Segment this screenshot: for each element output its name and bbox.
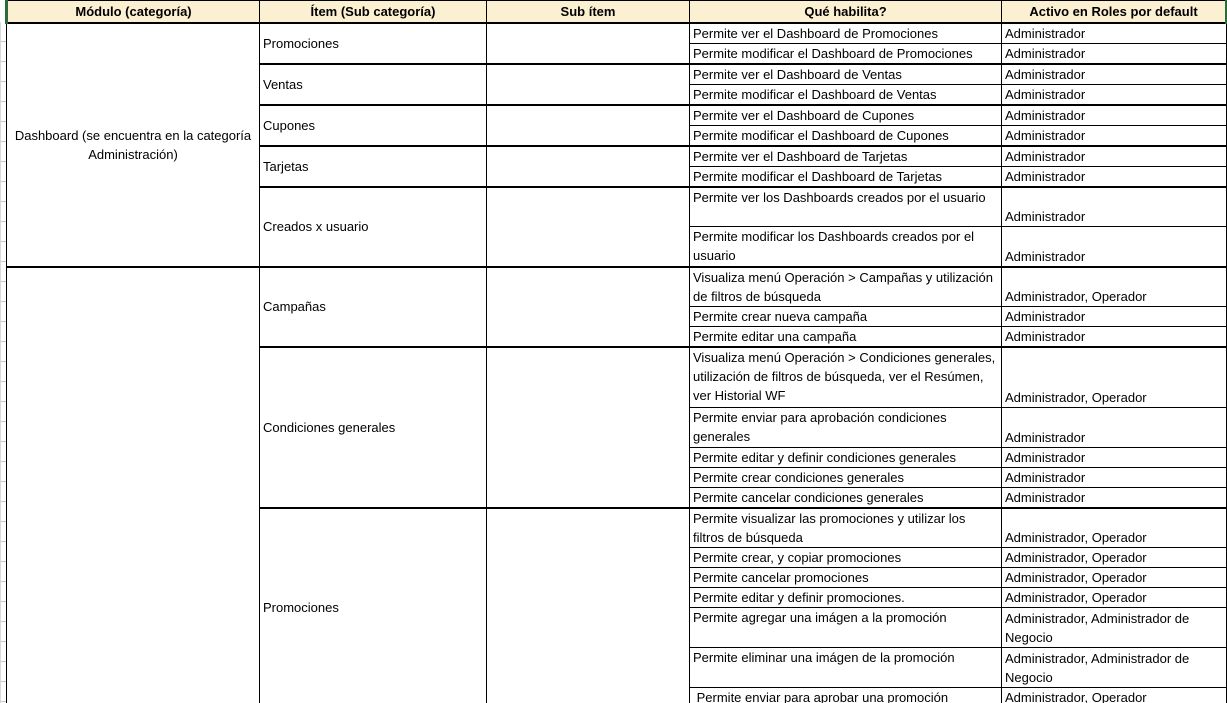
cell-module-1[interactable] (6, 265, 260, 703)
cell-item[interactable]: Cupones (259, 103, 487, 146)
cell-que-habilita[interactable]: Permite editar una campaña (689, 326, 1002, 348)
cell-roles[interactable]: Administrador, Operador (1001, 547, 1227, 568)
cell-roles[interactable]: Administrador (1001, 446, 1227, 468)
table-row: Promociones Permite visualizar las promoc… (7, 506, 1227, 703)
cell-que-habilita[interactable]: Permite enviar para aprobar una promoció… (689, 687, 1002, 703)
table-row: Permite crear, y copiar promociones Admin… (7, 547, 1227, 568)
table-row: Ventas Permite ver el Dashboard de Ventas… (7, 62, 1227, 105)
cell-que-habilita[interactable]: Permite enviar para aprobación condicion… (689, 406, 1002, 448)
cell-item[interactable]: Creados x usuario (259, 185, 487, 267)
cell-que-habilita[interactable]: Permite ver los Dashboards creados por e… (689, 185, 1002, 227)
cell-item[interactable]: Campañas (259, 265, 487, 348)
cell-roles[interactable]: Administrador (1001, 326, 1227, 348)
cell-roles[interactable]: Administrador (1001, 124, 1227, 146)
cell-subitem[interactable] (486, 265, 690, 348)
cell-subitem[interactable] (486, 185, 690, 267)
cell-item[interactable]: Promociones (259, 21, 487, 64)
cell-subitem[interactable] (486, 21, 690, 64)
table-row: Permite enviar para aprobación condicion… (7, 406, 1227, 448)
cell-que-habilita[interactable]: Permite ver el Dashboard de Promociones (689, 21, 1002, 44)
cell-que-habilita[interactable]: Permite ver el Dashboard de Tarjetas (689, 144, 1002, 167)
table-row: Permite modificar el Dashboard de Promoc… (7, 42, 1227, 64)
cell-que-habilita[interactable]: Permite modificar el Dashboard de Ventas (689, 83, 1002, 105)
cell-roles[interactable]: Administrador (1001, 103, 1227, 126)
cell-roles[interactable]: Administrador (1001, 165, 1227, 187)
cell-roles[interactable]: Administrador (1001, 62, 1227, 85)
cell-roles[interactable]: Administrador, Operador (1001, 346, 1227, 408)
cell-que-habilita[interactable]: Permite modificar el Dashboard de Cupone… (689, 124, 1002, 146)
table-row: Permite modificar el Dashboard de Ventas… (7, 83, 1227, 105)
cell-subitem[interactable] (486, 144, 690, 187)
header-cell-modulo[interactable]: Módulo (categoría) (5, 0, 260, 23)
table-row: Permite editar y definir condiciones gen… (7, 446, 1227, 468)
header-row: Módulo (categoría) Ítem (Sub categoría) … (5, 0, 1227, 23)
header-cell-que-habilita[interactable]: Qué habilita? (689, 0, 1002, 23)
cell-roles[interactable]: Administrador (1001, 466, 1227, 488)
table-row: Campañas Visualiza menú Operación > Campa… (6, 265, 1227, 703)
cell-que-habilita[interactable]: Permite eliminar una imágen de la promoc… (689, 647, 1002, 688)
cell-que-habilita[interactable]: Permite ver el Dashboard de Ventas (689, 62, 1002, 85)
header-cell-subitem[interactable]: Sub ítem (486, 0, 690, 23)
cell-roles[interactable]: Administrador, Operador (1001, 687, 1227, 703)
cell-subitem[interactable] (486, 103, 690, 146)
cell-subitem[interactable] (486, 346, 690, 508)
cell-subitem[interactable] (486, 62, 690, 105)
cell-roles[interactable]: Administrador (1001, 83, 1227, 105)
cell-que-habilita[interactable]: Visualiza menú Operación > Condiciones g… (689, 346, 1002, 408)
cell-que-habilita[interactable]: Permite cancelar promociones (689, 567, 1002, 588)
row-gridline-gutter (0, 22, 6, 703)
table-row: Permite eliminar una imágen de la promoc… (7, 647, 1227, 688)
cell-subitem[interactable] (486, 506, 690, 703)
cell-que-habilita[interactable]: Permite modificar el Dashboard de Promoc… (689, 42, 1002, 64)
cell-roles[interactable]: Administrador (1001, 306, 1227, 327)
cell-que-habilita[interactable]: Permite modificar el Dashboard de Tarjet… (689, 165, 1002, 187)
table-row: Cupones Permite ver el Dashboard de Cupon… (7, 103, 1227, 146)
cell-que-habilita[interactable]: Permite modificar los Dashboards creados… (689, 226, 1002, 267)
cell-que-habilita[interactable]: Permite editar y definir promociones. (689, 587, 1002, 608)
cell-roles[interactable]: Administrador (1001, 185, 1227, 227)
cell-que-habilita[interactable]: Permite crear condiciones generales (689, 466, 1002, 488)
cell-que-habilita[interactable]: Permite crear, y copiar promociones (689, 547, 1002, 568)
header-cell-roles[interactable]: Activo en Roles por default (1001, 0, 1227, 23)
table-row: Permite cancelar promociones Administrado… (7, 567, 1227, 588)
cell-que-habilita[interactable]: Permite crear nueva campaña (689, 306, 1002, 327)
cell-roles[interactable]: Administrador, Operador (1001, 506, 1227, 548)
cell-que-habilita[interactable]: Permite visualizar las promociones y uti… (689, 506, 1002, 548)
cell-item[interactable]: Ventas (259, 62, 487, 105)
cell-roles[interactable]: Administrador (1001, 42, 1227, 64)
cell-item[interactable]: Condiciones generales (259, 346, 487, 508)
cell-que-habilita[interactable]: Permite ver el Dashboard de Cupones (689, 103, 1002, 126)
table-row: Tarjetas Permite ver el Dashboard de Tarj… (7, 144, 1227, 187)
table-row: Condiciones generales Visualiza menú Oper… (7, 346, 1227, 508)
table-row: Permite enviar para aprobar una promoció… (7, 687, 1227, 703)
table-row: Dashboard (se encuentra en la categoría … (6, 21, 1227, 267)
table-row: Permite crear condiciones generales Admin… (7, 466, 1227, 488)
cell-roles[interactable]: Administrador, Operador (1001, 265, 1227, 307)
cell-roles[interactable]: Administrador (1001, 144, 1227, 167)
permissions-table: Módulo (categoría) Ítem (Sub categoría) … (5, 0, 1227, 703)
cell-item[interactable]: Tarjetas (259, 144, 487, 187)
cell-item[interactable]: Promociones (259, 506, 487, 703)
cell-roles[interactable]: Administrador (1001, 226, 1227, 267)
table-row: Permite crear nueva campaña Administrador (7, 306, 1227, 327)
cell-roles[interactable]: Administrador (1001, 486, 1227, 508)
cell-que-habilita[interactable]: Permite cancelar condiciones generales (689, 486, 1002, 508)
cell-roles[interactable]: Administrador, Operador (1001, 587, 1227, 608)
cell-que-habilita[interactable]: Visualiza menú Operación > Campañas y ut… (689, 265, 1002, 307)
table-row: Permite agregar una imágen a la promoció… (7, 607, 1227, 648)
header-cell-item[interactable]: Ítem (Sub categoría) (259, 0, 487, 23)
cell-roles[interactable]: Administrador (1001, 406, 1227, 448)
cell-roles[interactable]: Administrador, Operador (1001, 567, 1227, 588)
cell-roles[interactable]: Administrador (1001, 21, 1227, 44)
cell-que-habilita[interactable]: Permite editar y definir condiciones gen… (689, 446, 1002, 468)
cell-que-habilita[interactable]: Permite agregar una imágen a la promoció… (689, 607, 1002, 648)
cell-roles[interactable]: Administrador, Administrador de Negocio (1001, 647, 1227, 688)
table-row: Creados x usuario Permite ver los Dashboa… (7, 185, 1227, 267)
cell-roles[interactable]: Administrador, Administrador de Negocio (1001, 607, 1227, 648)
cell-module-0[interactable]: Dashboard (se encuentra en la categoría … (6, 21, 260, 267)
